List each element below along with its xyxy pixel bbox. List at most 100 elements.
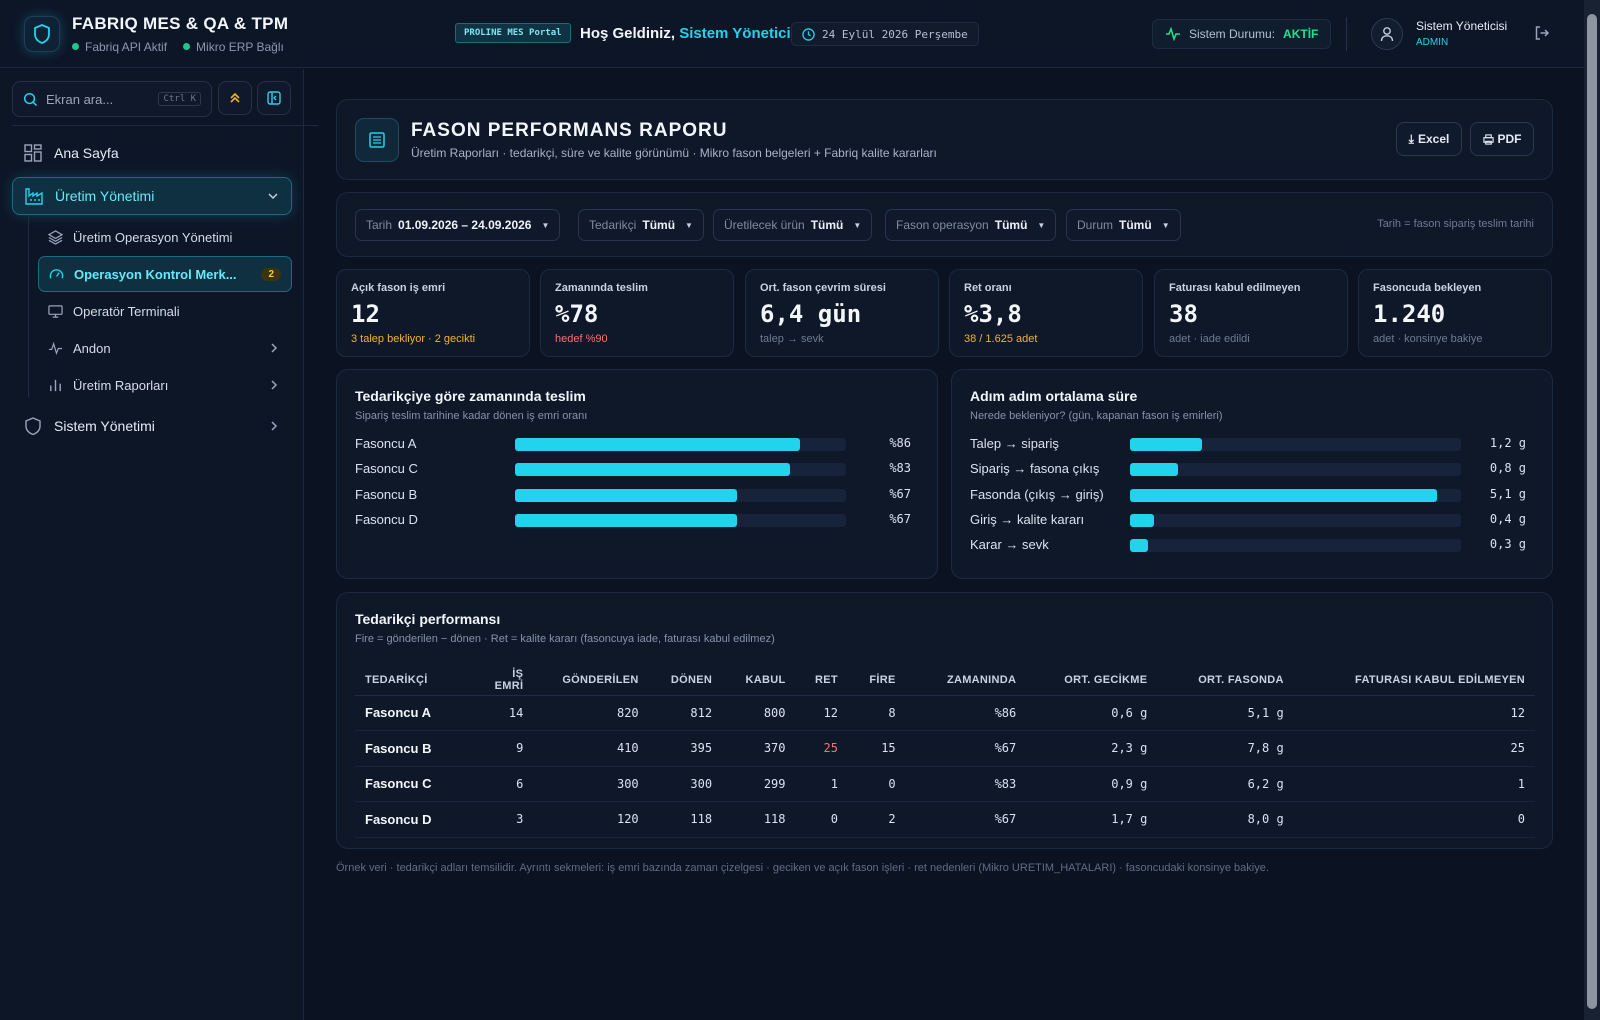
column-header[interactable]: RET [795,665,848,696]
date-display: 24 Eylül 2026 Perşembe [791,22,979,46]
chevron-right-icon [271,380,278,390]
table-cell: 395 [648,730,723,767]
sidebar-subitem-operator-terminal[interactable]: Operatör Terminali [38,293,292,329]
erp-status-label: Mikro ERP Bağlı [196,40,284,54]
kpi-card-waiting-at-supplier: Fasoncuda bekleyen 1.240 adet · konsinye… [1358,269,1552,357]
table-cell: 6 [470,766,534,802]
column-header[interactable]: ORT. GECİKME [1026,665,1158,696]
sidebar-subitem-production-reports[interactable]: Üretim Raporları [38,367,292,403]
kpi-subtext: hedef %90 [555,333,608,345]
sidebar-subitem-andon[interactable]: Andon [38,330,292,366]
scrollbar-thumb[interactable] [1587,14,1597,1009]
collapse-all-button[interactable] [218,81,252,115]
column-header[interactable]: İŞ EMRİ [470,665,534,696]
bar-label: Sipariş → fasona çıkış [970,461,1100,477]
bar [515,463,790,477]
status-dot-icon [72,43,79,50]
download-icon: ⤓ [1408,131,1414,146]
sidebar-subitem-label: Üretim Operasyon Yönetimi [73,229,233,245]
bar-row: Fasoncu C %83 [355,459,955,479]
chart-title: Tedarikçiye göre zamanında teslim [355,388,586,404]
table-cell: 120 [533,801,649,838]
table-cell: 25 [795,730,848,767]
sidebar-subitem-operations[interactable]: Üretim Operasyon Yönetimi [38,219,292,255]
caret-down-icon: ▼ [1037,220,1046,230]
search-input[interactable] [46,91,146,107]
kpi-subtext: 38 / 1.625 adet [964,333,1038,345]
kpi-subtext: talep → sevk [760,333,824,345]
column-header[interactable]: FİRE [847,665,906,696]
column-header[interactable]: ORT. FASONDA [1157,665,1294,696]
export-excel-button[interactable]: ⤓ Excel [1396,122,1462,156]
kpi-card-on-time: Zamanında teslim %78 hedef %90 [540,269,734,357]
column-header[interactable]: KABUL [722,665,796,696]
gauge-icon [49,268,64,279]
date-text: 24 Eylül 2026 Perşembe [822,27,968,41]
chevron-right-icon [271,421,278,431]
welcome-text: Hoş Geldiniz, Sistem Yöneticisi [580,25,803,42]
top-header: FABRIQ MES & QA & TPM Fabriq API Aktif M… [0,0,1584,68]
factory-icon [25,188,43,205]
system-status: Sistem Durumu: AKTİF [1152,19,1332,49]
table-cell: 14 [470,695,534,731]
table-title: Tedarikçi performansı [355,611,501,627]
supplier-performance-panel: Tedarikçi performansı Fire = gönderilen … [336,592,1553,849]
excel-label: Excel [1417,132,1450,146]
date-filter[interactable]: Tarih 01.09.2026 – 24.09.2026 ▼ [355,209,561,241]
printer-icon [1482,133,1494,145]
column-header[interactable]: DÖNEN [648,665,723,696]
bar-value-label: 5,1 g [1489,486,1526,501]
bar-value-label: %83 [889,461,911,476]
kpi-subtext: adet · konsinye bakiye [1373,333,1483,345]
kpi-label: Faturası kabul edilmeyen [1169,282,1301,294]
sidebar-subitem-label: Operasyon Kontrol Merk... [74,266,237,282]
column-header[interactable]: TEDARİKÇİ [355,665,471,696]
status-dot-icon [183,43,191,50]
bar-track [515,488,846,502]
bar-label: Talep → sipariş [970,436,1059,451]
on-time-delivery-chart: Tedarikçiye göre zamanında teslim Sipari… [336,369,938,579]
table-cell: 12 [795,695,848,731]
supplier-name-cell: Fasoncu C [355,766,471,802]
kpi-card-invoice-rejected: Faturası kabul edilmeyen 38 adet · iade … [1154,269,1348,357]
bar [1130,463,1179,477]
sidebar-item-home[interactable]: Ana Sayfa [12,134,292,172]
column-header[interactable]: GÖNDERİLEN [533,665,649,696]
avatar[interactable] [1371,18,1403,50]
table-cell: 15 [847,730,906,767]
sidebar-subitem-control-center[interactable]: Operasyon Kontrol Merk... 2 [38,256,292,292]
filter-value: 01.09.2026 – 24.09.2026 [398,218,532,232]
sidebar-item-production[interactable]: Üretim Yönetimi [12,177,292,215]
page-scrollbar[interactable] [1584,0,1600,1020]
table-cell: 6,2 g [1157,766,1294,802]
search-box[interactable]: Ctrl K [12,81,212,117]
product-filter[interactable]: Üretilecek ürün Tümü ▼ [713,209,873,241]
sidebar-subitem-label: Andon [73,340,111,356]
table-cell: 300 [533,766,649,802]
kpi-value: 38 [1169,300,1198,328]
bar [1130,488,1437,502]
user-info: Sistem Yöneticisi ADMIN [1416,19,1507,48]
export-pdf-button[interactable]: PDF [1470,122,1534,156]
table-row[interactable]: Fasoncu A 14 820 812 800 12 8 %86 0,6 g 5,1 g 12 [355,695,1535,731]
activity-icon [1166,27,1180,41]
sidebar-subitem-label: Üretim Raporları [73,377,169,393]
table-row[interactable]: Fasoncu B 9 410 395 370 25 15 %67 2,3 g 7,8 g 25 [355,730,1535,767]
bar-row: Sipariş → fasona çıkış 0,8 g [970,459,1570,479]
supplier-filter[interactable]: Tedarikçi Tümü ▼ [578,209,704,241]
column-header[interactable]: ZAMANINDA [905,665,1027,696]
status-filter[interactable]: Durum Tümü ▼ [1066,209,1181,241]
operation-filter[interactable]: Fason operasyon Tümü ▼ [885,209,1057,241]
logout-icon[interactable] [1534,25,1550,46]
toggle-sidebar-button[interactable] [257,81,291,115]
sidebar-item-system[interactable]: Sistem Yönetimi [12,407,292,445]
table-cell: 25 [1293,730,1535,767]
column-header[interactable]: FATURASI KABUL EDİLMEYEN [1293,665,1535,696]
bar-row: Fasonda (çıkış → giriş) 5,1 g [970,485,1570,505]
layers-icon [48,229,63,245]
user-name: Sistem Yöneticisi [1416,19,1508,33]
table-cell: 299 [722,766,796,802]
table-cell: 812 [648,695,723,731]
